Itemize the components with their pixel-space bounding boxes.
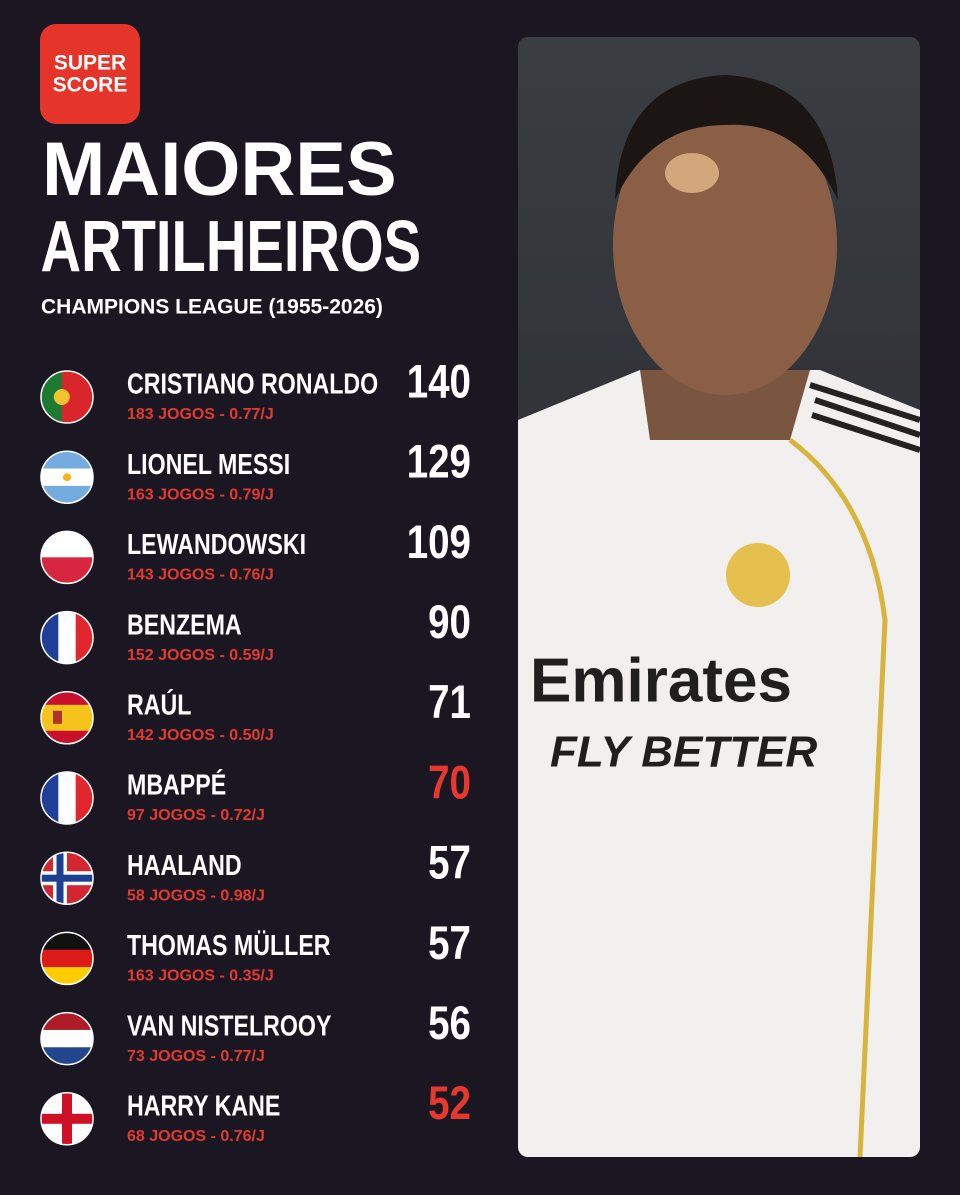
flag-ring: [40, 610, 94, 665]
player-stats: 163 JOGOS - 0.35/J: [127, 968, 274, 985]
flag-part: [41, 1012, 93, 1031]
goals: 71: [428, 677, 471, 729]
player-name: HAALAND: [127, 848, 242, 881]
flag-part: [41, 371, 62, 423]
goals: 70: [428, 757, 471, 809]
flag-ring: [40, 1092, 94, 1146]
flag-part: [41, 967, 93, 985]
player-name: RAÚL: [127, 688, 191, 721]
goals: 57: [428, 837, 471, 889]
player-name: MBAPPÉ: [127, 768, 226, 801]
player-stats: 143 JOGOS - 0.76/J: [127, 567, 274, 584]
flag-part: [41, 611, 59, 664]
flag-part: [62, 1092, 72, 1145]
player-name: CRISTIANO RONALDO: [127, 367, 378, 400]
player-stats: 73 JOGOS - 0.77/J: [127, 1048, 265, 1065]
flag-part: [58, 772, 77, 824]
player-name: BENZEMA: [127, 608, 242, 641]
flag-part: [41, 772, 59, 824]
goals: 57: [428, 917, 471, 969]
flag-part: [41, 932, 93, 951]
player-name: LIONEL MESSI: [127, 447, 290, 480]
shirt-slogan: FLY BETTER: [550, 728, 817, 777]
flag: [41, 451, 93, 504]
flag-ring: [40, 530, 94, 585]
flag: [41, 371, 93, 423]
plaster: [665, 153, 719, 193]
player-name: LEWANDOWSKI: [127, 528, 306, 561]
goals: 140: [407, 356, 471, 408]
player-stats: 152 JOGOS - 0.59/J: [127, 647, 274, 664]
flag-ring: [40, 1011, 94, 1066]
crest: [726, 543, 790, 607]
hair: [615, 75, 838, 200]
flag-part: [41, 1047, 93, 1065]
flag-ring: [40, 851, 94, 905]
flag: [41, 691, 93, 744]
player-stats: 183 JOGOS - 0.77/J: [127, 406, 274, 423]
logo-text: SUPER: [54, 52, 126, 75]
player-stats: 163 JOGOS - 0.79/J: [127, 486, 274, 503]
goals: 90: [428, 596, 471, 648]
flag-part: [41, 704, 93, 731]
flag-ring: [40, 370, 94, 424]
photo: Emirates FLY BETTER: [518, 37, 920, 1157]
flag: [41, 932, 93, 985]
flag-part: [75, 611, 93, 664]
player-stats: 58 JOGOS - 0.98/J: [127, 887, 265, 904]
player-stats: 97 JOGOS - 0.72/J: [127, 807, 265, 824]
player-stats: 142 JOGOS - 0.50/J: [127, 727, 274, 744]
shirt-sponsor: Emirates: [530, 646, 792, 715]
shirt: [518, 370, 920, 1157]
flag-part: [41, 949, 93, 968]
player-stats: 68 JOGOS - 0.76/J: [127, 1128, 265, 1145]
flag-part: [53, 710, 62, 724]
flag-ring: [40, 931, 94, 986]
player-name: HARRY KANE: [127, 1089, 280, 1122]
subtitle: CHAMPIONS LEAGUE (1955-2026): [41, 296, 383, 319]
neck: [640, 370, 810, 440]
flag-part: [75, 772, 93, 824]
flag: [41, 611, 93, 664]
title: MAIORES: [42, 127, 397, 212]
flag: [41, 772, 93, 824]
flag-part: [63, 473, 71, 482]
title: ARTILHEIROS: [41, 206, 422, 286]
flag: [41, 1092, 93, 1145]
goals: 129: [407, 436, 471, 488]
flag-part: [58, 611, 77, 664]
flag-ring: [40, 771, 94, 825]
flag-ring: [40, 691, 94, 745]
flag-part: [56, 852, 64, 905]
logo-text: SCORE: [53, 74, 128, 97]
shirt-trim: [788, 438, 888, 1157]
flag: [41, 1012, 93, 1065]
flag-part: [41, 1029, 93, 1048]
logo: [40, 24, 140, 124]
goals: 109: [407, 516, 471, 568]
shoulder-stripes: [809, 382, 920, 453]
flag-part: [53, 389, 70, 405]
goals: 52: [428, 1078, 471, 1130]
goals: 56: [428, 997, 471, 1049]
flag-ring: [40, 450, 94, 504]
player-name: THOMAS MÜLLER: [127, 929, 331, 962]
flag-part: [41, 874, 93, 882]
flag: [41, 852, 93, 905]
player-name: VAN NISTELROOY: [127, 1009, 332, 1042]
